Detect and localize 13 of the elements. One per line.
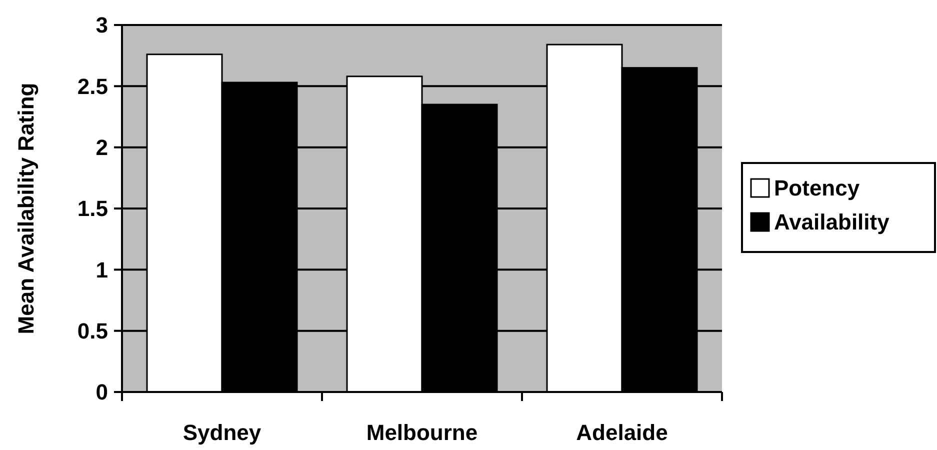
y-tick-label: 2.5 [77, 74, 108, 99]
y-tick-label: 2 [96, 135, 108, 160]
y-tick-label: 0.5 [77, 318, 108, 344]
legend-label: Potency [774, 176, 860, 201]
x-tick-label: Adelaide [576, 420, 668, 445]
legend-label: Availability [774, 210, 890, 235]
y-tick-label: 1.5 [77, 196, 108, 222]
y-axis-title: Mean Availability Rating [14, 82, 39, 334]
y-tick-label: 0 [96, 380, 108, 405]
y-tick-label: 1 [96, 257, 108, 282]
x-tick-label: Melbourne [366, 420, 478, 445]
x-tick-label: Sydney [182, 420, 262, 445]
y-tick-label: 3 [96, 12, 108, 38]
